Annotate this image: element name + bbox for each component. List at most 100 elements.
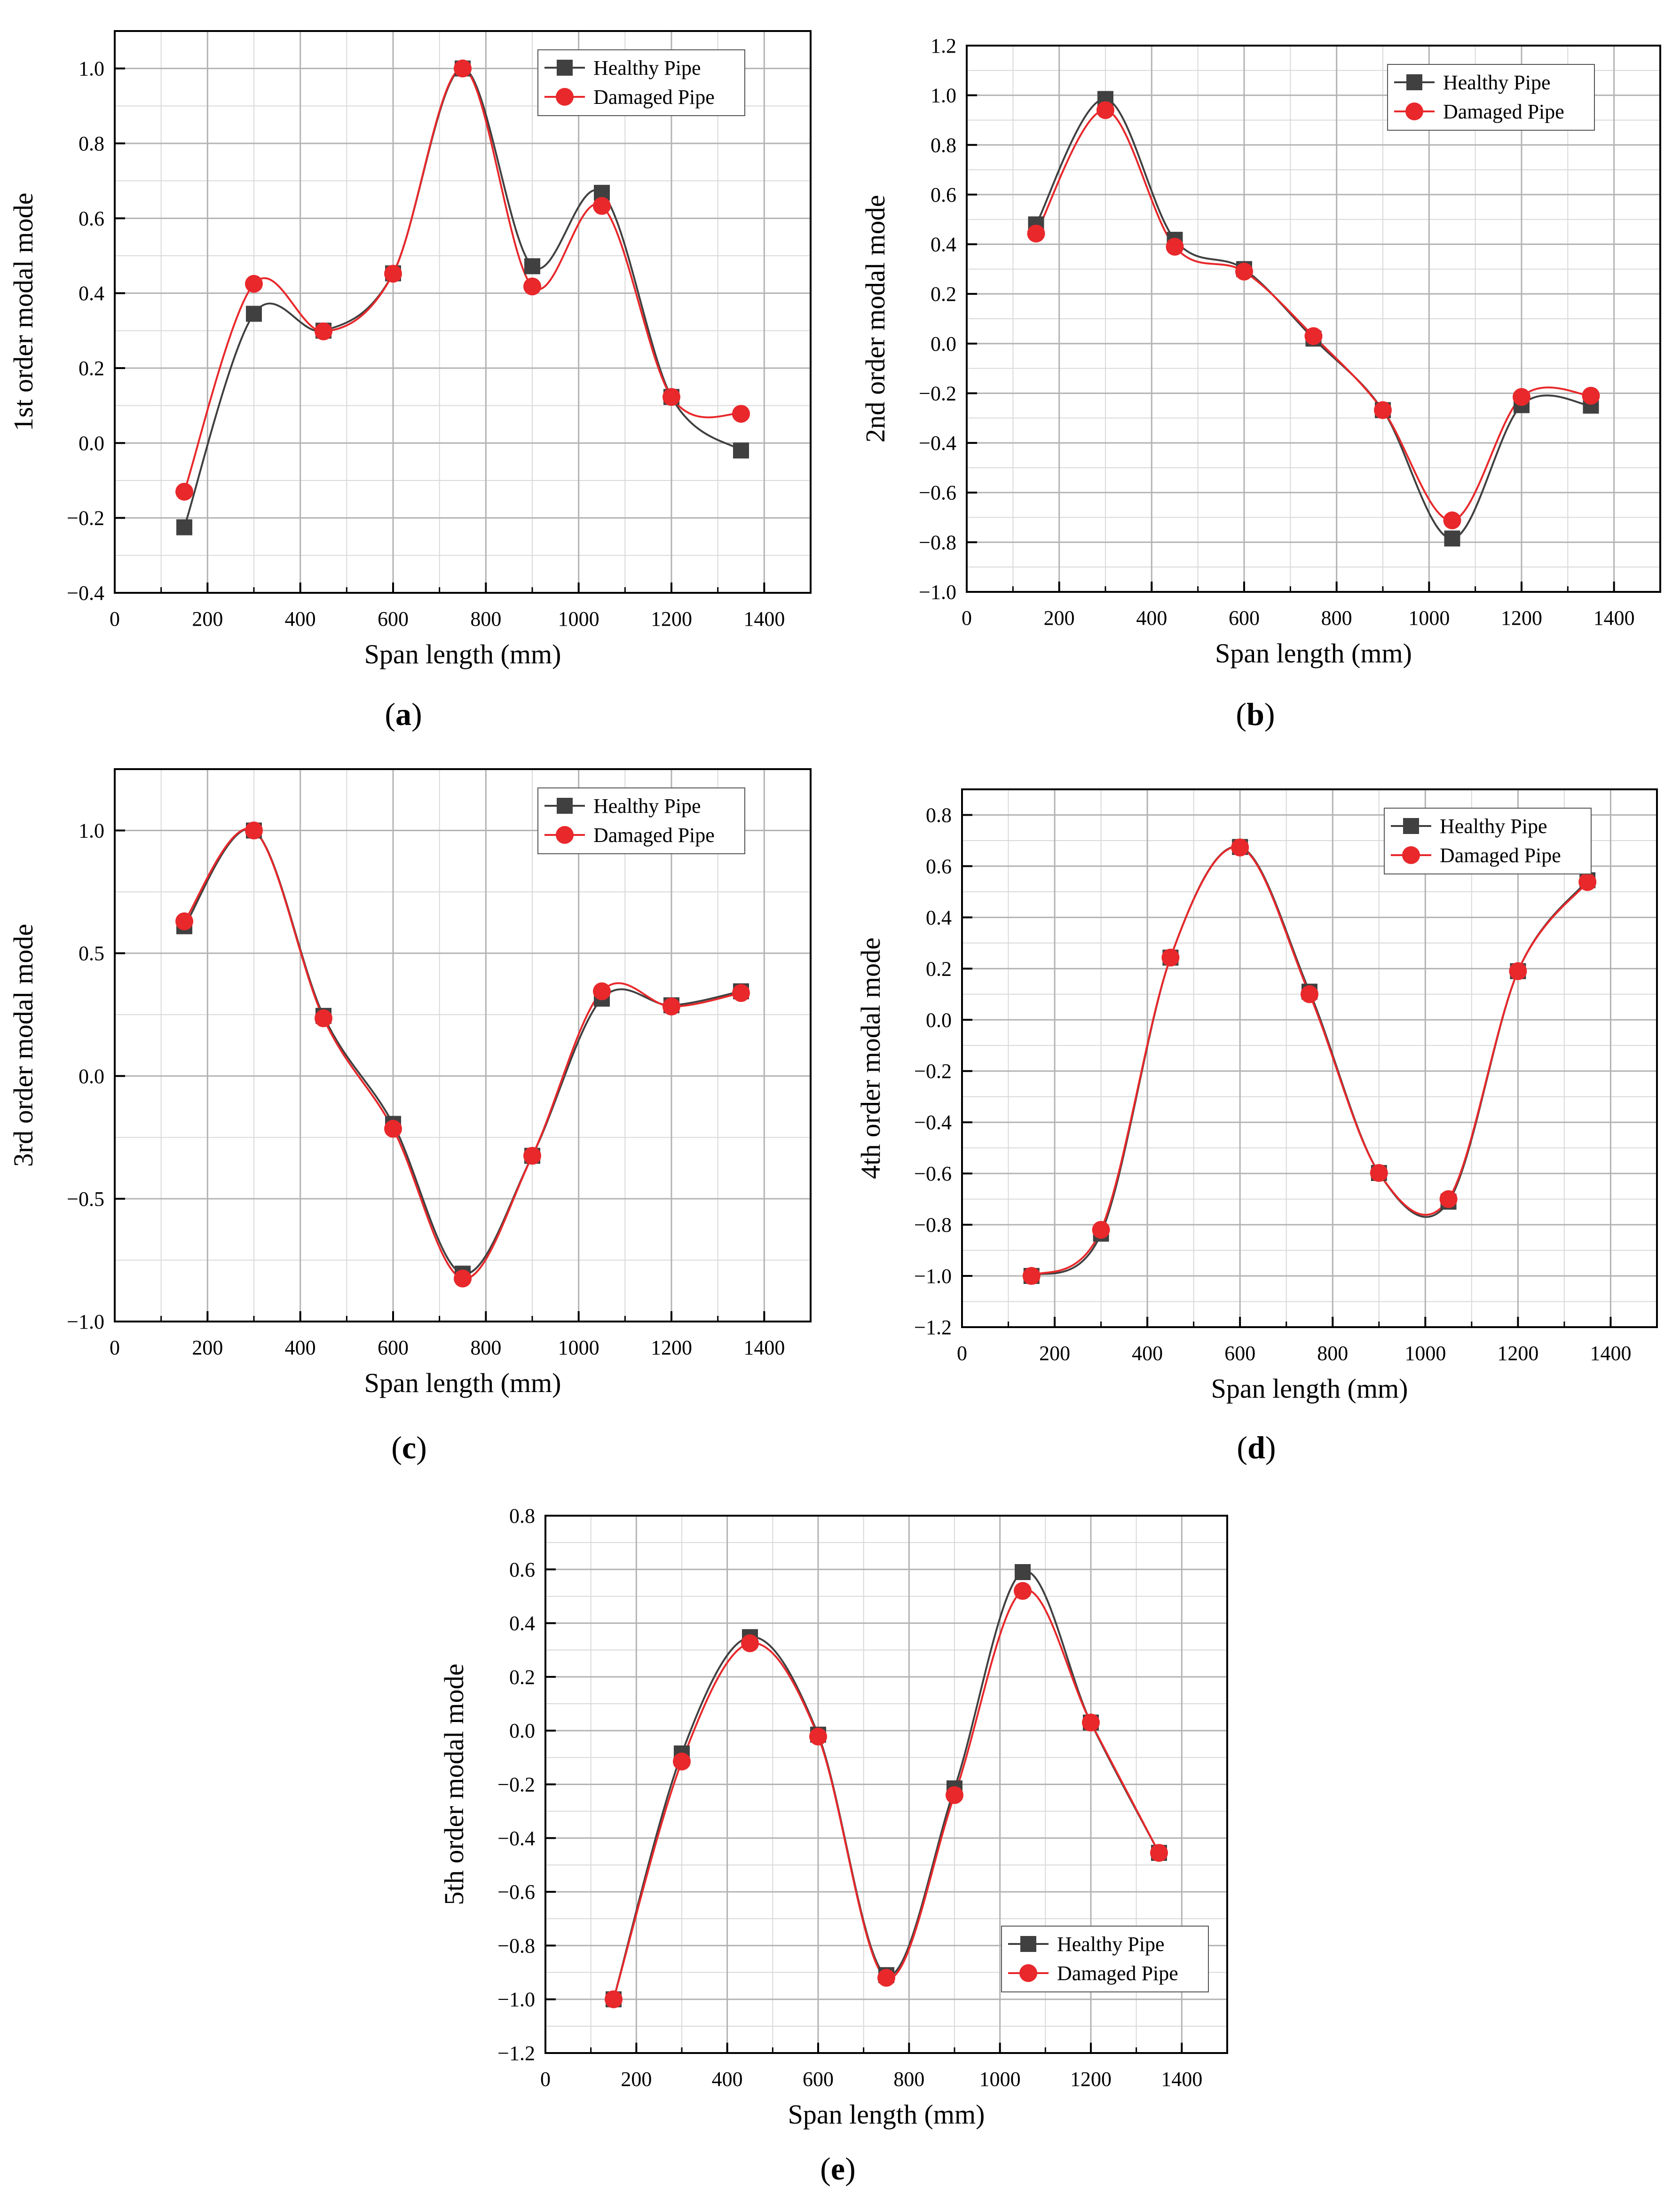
y-axis-label: 5th order modal mode (439, 1664, 469, 1905)
grid (115, 769, 811, 1322)
plot-frame (961, 788, 1658, 1328)
data-point-damaged (315, 1009, 332, 1028)
y-tick-label: 0.2 (79, 357, 104, 380)
y-tick-label: −0.2 (497, 1773, 535, 1796)
y-tick-label: 0.6 (926, 855, 952, 878)
x-tick-label: 1400 (1590, 1342, 1631, 1365)
x-axis-label: Span length (mm) (364, 1368, 561, 1398)
x-tick-label: 1400 (743, 1336, 785, 1359)
x-tick-label: 400 (1132, 1342, 1163, 1365)
data-point-damaged (384, 265, 402, 283)
y-tick-label: 0.6 (931, 183, 956, 206)
x-tick-label: 0 (540, 2068, 551, 2091)
chart-a: 0 200 400 600 800 1000 1200 1400 −0.4 −0.2 0.0 0.2 0… (8, 30, 812, 732)
y-tick-label: 0.4 (931, 233, 956, 256)
grid (967, 46, 1660, 592)
y-tick-label: −1.0 (919, 581, 956, 604)
data-point-damaged (523, 1147, 541, 1165)
y-tick-label: −0.4 (919, 432, 956, 455)
ticks: 0 200 400 600 800 1000 1200 1400 −1.0 −0.5 0.0 0.5 1… (67, 819, 785, 1359)
data-point-healthy (1015, 1564, 1031, 1581)
data-point-damaged (593, 197, 611, 215)
x-axis-label: Span length (mm) (788, 2099, 985, 2130)
series-line-healthy (183, 828, 741, 1275)
data-point-damaged (454, 1269, 472, 1288)
y-tick-label: −0.2 (914, 1060, 952, 1083)
y-tick-label: 0.8 (509, 1504, 535, 1527)
data-point-damaged (1301, 985, 1318, 1003)
y-tick-label: 0.2 (931, 283, 956, 306)
x-tick-label: 800 (470, 607, 501, 630)
panel-letter: b (1246, 696, 1264, 732)
x-tick-label: 1000 (558, 1336, 599, 1359)
x-tick-label: 1000 (558, 607, 599, 630)
data-point-healthy (733, 442, 749, 459)
data-point-damaged (732, 405, 750, 423)
y-tick-label: −1.2 (497, 2042, 535, 2065)
data-point-damaged (1092, 1220, 1110, 1239)
x-tick-label: 600 (803, 2068, 834, 2091)
panel-label: (e) (820, 2151, 856, 2187)
data-point-damaged (1231, 838, 1249, 857)
plot-frame (114, 768, 812, 1322)
y-tick-label: 1.2 (931, 34, 956, 57)
data-point-damaged (384, 1120, 402, 1138)
series-line-damaged (183, 67, 741, 492)
x-tick-label: 800 (1321, 606, 1352, 629)
chart-d: 0 200 400 600 800 1000 1200 1400 −1.2 −1.0 −0.8 −0.… (855, 788, 1658, 1465)
series-group (1031, 845, 1588, 1277)
x-tick-label: 800 (1317, 1342, 1348, 1365)
data-point-damaged (663, 997, 680, 1015)
data-point-damaged (877, 1968, 895, 1987)
data-point-damaged (1374, 401, 1392, 419)
y-tick-label: 0.8 (926, 803, 952, 826)
data-point-damaged (732, 984, 750, 1002)
y-tick-label: 0.8 (79, 132, 104, 155)
series-line-damaged (1031, 846, 1588, 1277)
data-point-damaged (315, 322, 332, 340)
x-axis-label: Span length (mm) (1211, 1373, 1408, 1404)
data-point-damaged (1161, 948, 1180, 967)
data-point-healthy (176, 519, 192, 535)
data-point-damaged (1096, 101, 1114, 119)
data-point-damaged (523, 277, 541, 296)
legend-box (537, 787, 745, 854)
y-tick-label: −0.8 (497, 1934, 535, 1957)
panel-label: (b) (1236, 696, 1275, 732)
y-tick-label: −0.6 (914, 1162, 952, 1185)
y-tick-label: 0.0 (79, 1065, 104, 1088)
x-tick-label: 200 (192, 1336, 223, 1359)
panel-letter: a (395, 696, 411, 732)
data-point-damaged (1150, 1844, 1168, 1862)
plot-frame (966, 45, 1661, 593)
legend: Healthy Pipe Damaged Pipe (537, 49, 745, 116)
panel-letter: c (402, 1430, 416, 1465)
y-tick-label: 0.4 (79, 282, 104, 305)
series-group (183, 67, 742, 528)
y-axis-label: 4th order modal mode (855, 937, 886, 1179)
chart-b: 0 200 400 600 800 1000 1200 1400 −1.0 −0.8 −0.6 −0.… (860, 34, 1661, 732)
ticks: 0 200 400 600 800 1000 1200 1400 −1.0 −0.8 −0.6 −0.… (919, 34, 1634, 629)
legend: Healthy Pipe Damaged Pipe (537, 787, 745, 854)
series-line-damaged (1035, 109, 1591, 521)
data-point-damaged (1509, 962, 1527, 980)
markers (1022, 838, 1597, 1285)
y-axis-label: 2nd order modal mode (860, 195, 891, 443)
x-tick-label: 1000 (1408, 606, 1450, 629)
legend-marker-circle (1019, 1964, 1037, 1982)
y-tick-label: 0.4 (926, 906, 952, 929)
plot-frame (114, 30, 812, 594)
x-tick-label: 0 (962, 606, 972, 629)
data-point-damaged (245, 275, 263, 293)
legend-marker-square (1403, 818, 1419, 834)
legend-marker-circle (1405, 102, 1423, 120)
x-tick-label: 400 (1136, 606, 1167, 629)
data-point-damaged (1578, 873, 1597, 891)
y-tick-label: 0.0 (509, 1719, 535, 1742)
y-tick-label: −0.6 (497, 1880, 535, 1904)
legend: Healthy Pipe Damaged Pipe (1001, 1926, 1209, 1992)
legend-marker-circle (556, 826, 574, 844)
panel-label: (c) (391, 1430, 427, 1465)
y-tick-label: −0.2 (67, 507, 104, 530)
